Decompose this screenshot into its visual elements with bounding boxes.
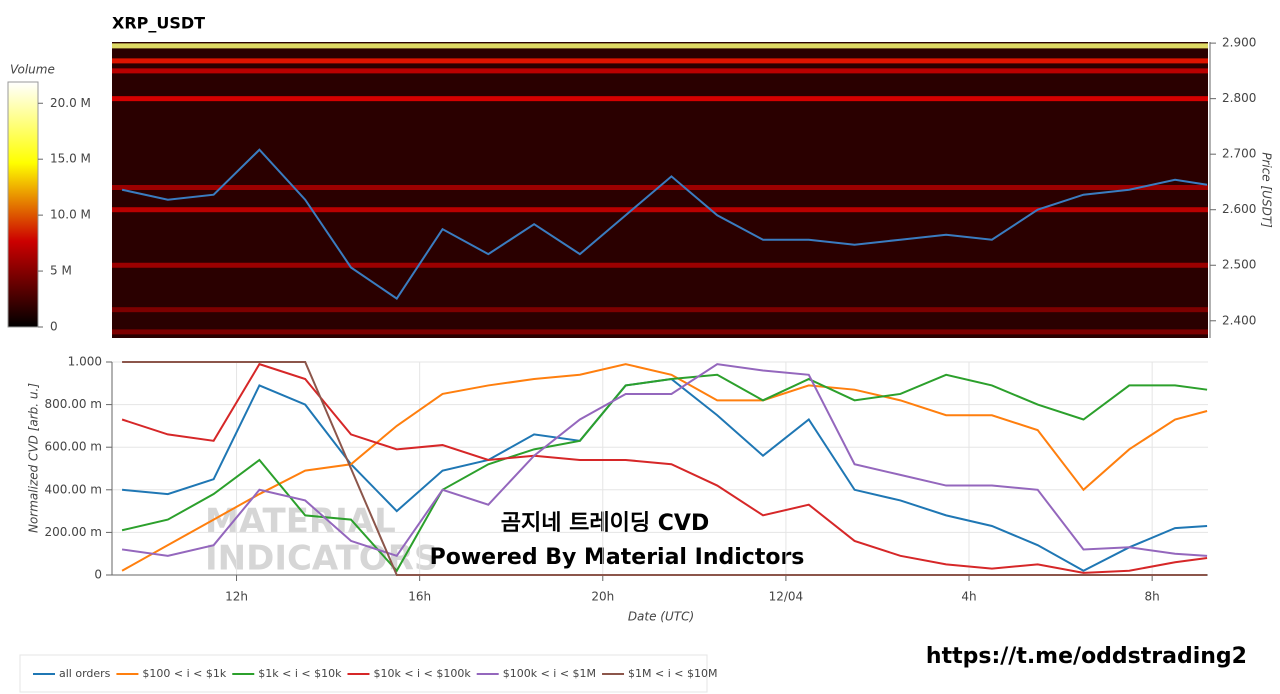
- x-tick-label: 12h: [225, 590, 248, 604]
- y2-tick-label: 2.800: [1222, 91, 1256, 105]
- x-tick-label: 20h: [591, 590, 614, 604]
- y2-tick-label: 2.600: [1222, 202, 1256, 216]
- colorbar-tick-label: 15.0 M: [50, 152, 91, 166]
- y-axis-label: Normalized CVD [arb. u.]: [27, 383, 41, 533]
- overlay-subtitle: Powered By Material Indictors: [430, 545, 805, 570]
- y-tick-label: 1.000: [68, 355, 102, 369]
- x-tick-label: 4h: [961, 590, 976, 604]
- heatmap-band: [112, 43, 1208, 49]
- y2-axis-label: Price [USDT]: [1260, 152, 1274, 228]
- heatmap-band: [112, 307, 1208, 313]
- x-tick-label: 16h: [408, 590, 431, 604]
- heatmap-band: [112, 185, 1208, 191]
- heatmap-band: [112, 329, 1208, 335]
- y-tick-label: 0: [94, 568, 102, 582]
- y2-tick-label: 2.400: [1222, 313, 1256, 327]
- legend-label: all orders: [59, 667, 111, 680]
- x-tick-label: 8h: [1145, 590, 1160, 604]
- colorbar-tick-label: 5 M: [50, 264, 72, 278]
- legend-label: $10k < i < $100k: [373, 667, 471, 680]
- overlay-title: 곰지네 트레이딩 CVD: [501, 511, 709, 536]
- cvd-line: [122, 361, 1208, 576]
- y-tick-label: 200.00 m: [45, 525, 103, 539]
- heatmap-band: [112, 58, 1208, 64]
- x-axis-label: Date (UTC): [628, 610, 694, 624]
- y2-tick-label: 2.900: [1222, 36, 1256, 50]
- heatmap-band: [112, 262, 1208, 268]
- colorbar-tick-label: 20.0 M: [50, 96, 91, 110]
- colorbar-tick-label: 0: [50, 320, 58, 334]
- legend-label: $1k < i < $10k: [258, 667, 342, 680]
- cvd-line: [121, 363, 1208, 572]
- price-line: [121, 148, 1208, 300]
- url: https://t.me/oddstrading2: [926, 644, 1247, 669]
- cvd-line: [121, 373, 1208, 573]
- colorbar-label: Volume: [10, 63, 55, 77]
- legend-label: $100 < i < $1k: [142, 667, 226, 680]
- y2-tick-label: 2.500: [1222, 258, 1256, 272]
- cvd-line: [121, 362, 1208, 574]
- heatmap-band: [112, 96, 1208, 102]
- chart-title: XRP_USDT: [112, 14, 205, 33]
- watermark: INDICATORS: [205, 539, 438, 579]
- y-tick-label: 600.00 m: [45, 440, 103, 454]
- colorbar-tick-label: 10.0 M: [50, 208, 91, 222]
- y2-tick-label: 2.700: [1222, 147, 1256, 161]
- y-tick-label: 400.00 m: [45, 482, 103, 496]
- y-tick-label: 800.00 m: [45, 397, 103, 411]
- heatmap-band: [112, 68, 1208, 74]
- legend-label: $1M < i < $10M: [628, 667, 717, 680]
- colorbar: [7, 81, 39, 328]
- legend-label: $100k < i < $1M: [503, 667, 596, 680]
- heatmap-band: [112, 207, 1208, 213]
- cvd-line: [121, 363, 1208, 558]
- x-tick-label: 12/04: [769, 590, 804, 604]
